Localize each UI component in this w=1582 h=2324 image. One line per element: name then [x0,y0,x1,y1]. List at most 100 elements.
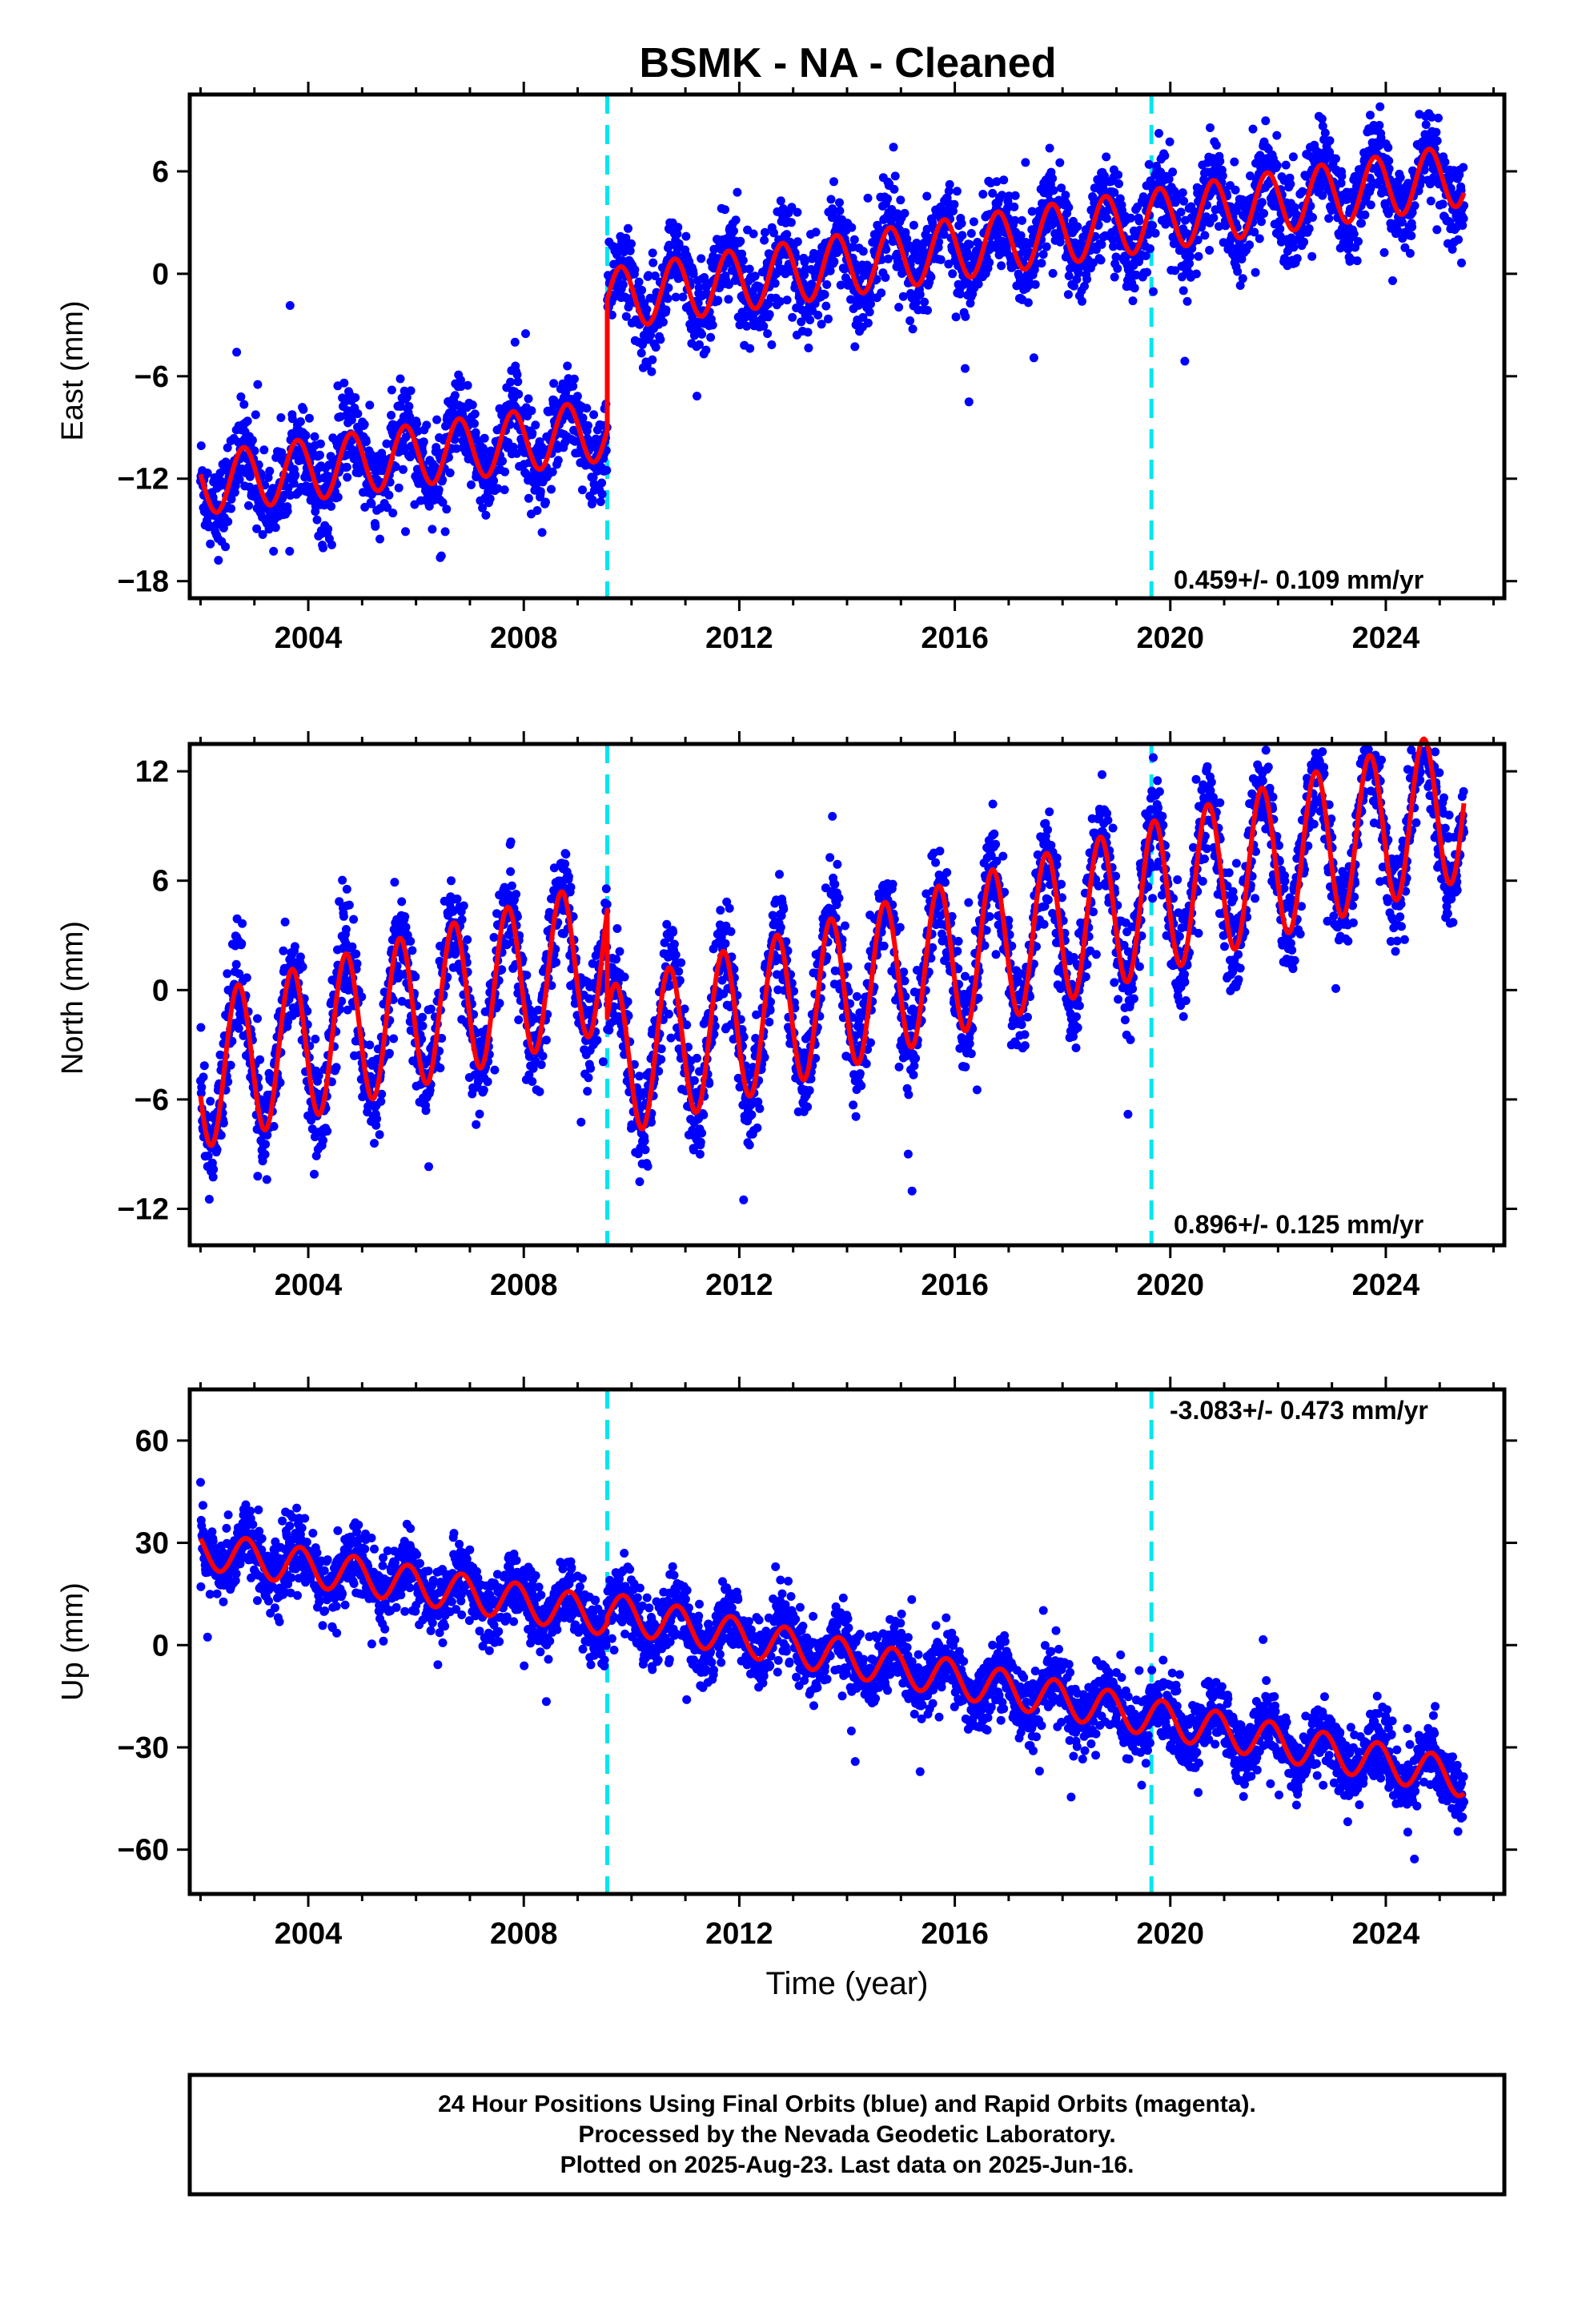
east-data-point [1288,152,1298,162]
east-data-point [621,312,631,321]
east-data-point [510,337,520,347]
north-data-point [406,936,416,946]
east-data-point [223,517,233,526]
east-data-point [661,305,671,315]
north-data-point [592,1035,602,1045]
north-data-point [418,1021,428,1031]
east-data-point [625,246,635,255]
east-data-point [999,175,1009,185]
east-data-point [419,437,428,447]
east-data-point [391,462,400,472]
east-data-point [883,194,893,203]
east-data-point [537,528,547,537]
east-data-point [849,235,859,244]
east-data-point [258,530,267,539]
east-data-point [1180,356,1190,366]
east-data-point [315,450,324,460]
north-data-point [344,900,354,910]
east-data-point [1061,191,1070,200]
east-data-point [1349,229,1359,239]
north-data-point [436,1063,445,1073]
east-data-point [1289,243,1299,252]
east-data-point [1110,272,1119,282]
north-data-point [564,872,573,882]
east-data-point [731,215,741,225]
east-data-point [1407,222,1417,231]
east-data-point [1114,179,1123,188]
east-data-point [961,364,970,373]
east-data-point [283,506,292,516]
east-data-point [521,329,530,339]
east-data-point [434,485,444,495]
north-data-point [253,1172,263,1181]
north-data-point [310,1169,319,1179]
north-data-point [536,1060,546,1069]
east-data-point [736,236,745,246]
east-data-point [269,546,279,556]
north-data-point [242,973,251,983]
east-data-point [227,504,236,513]
east-data-point [896,195,905,205]
east-data-point [765,310,774,320]
east-data-point [536,487,545,497]
north-data-point [535,1087,544,1096]
north-data-point [375,1130,384,1140]
north-data-point [598,1057,608,1067]
north-data-point [538,1051,548,1061]
east-data-point [218,477,227,487]
east-data-point [945,179,954,189]
north-data-point [560,859,570,869]
east-data-point [624,223,632,233]
east-data-point [333,493,343,502]
east-data-point [450,391,460,400]
east-data-point [820,290,829,300]
east-data-point [1102,152,1111,162]
east-data-point [697,254,706,263]
east-data-point [721,205,729,215]
east-data-point [506,377,516,387]
east-data-point [235,475,244,485]
east-data-point [588,472,598,482]
east-data-point [1010,202,1019,211]
north-data-point [615,947,624,956]
east-data-point [347,415,356,424]
east-data-point [588,495,597,505]
east-data-point [508,442,518,452]
east-data-point [786,218,796,227]
north-data-point [339,911,348,921]
east-data-point [359,420,369,429]
east-data-point [738,255,748,265]
east-data-point [729,226,738,235]
east-data-point [339,378,349,388]
north-data-point [447,876,456,886]
east-y-tick-label: −18 [118,565,169,599]
east-data-point [1375,121,1384,130]
north-data-point [620,972,629,982]
east-data-point [1048,174,1058,183]
east-data-point [493,484,503,493]
east-data-point [602,465,612,475]
east-x-tick-label: 2008 [490,621,558,655]
north-data-point [475,1109,484,1119]
north-data-point [226,1060,235,1070]
east-data-point [250,446,259,456]
east-data-point [243,416,252,426]
east-data-point [231,481,240,491]
east-data-point [498,456,507,466]
east-data-point [978,190,988,199]
east-data-point [445,468,455,477]
east-data-point [1064,203,1074,212]
north-data-point [331,1063,341,1072]
north-data-point [408,946,417,955]
east-data-point [1055,158,1065,167]
east-data-point [1215,156,1225,166]
east-data-point [1366,200,1375,210]
east-data-point [489,476,499,485]
east-data-point [227,494,236,504]
east-data-point [648,248,657,258]
east-data-point [1218,171,1227,180]
east-data-point [1211,140,1221,150]
north-data-point [457,915,467,924]
east-data-point [299,404,308,414]
north-data-point [566,883,576,892]
